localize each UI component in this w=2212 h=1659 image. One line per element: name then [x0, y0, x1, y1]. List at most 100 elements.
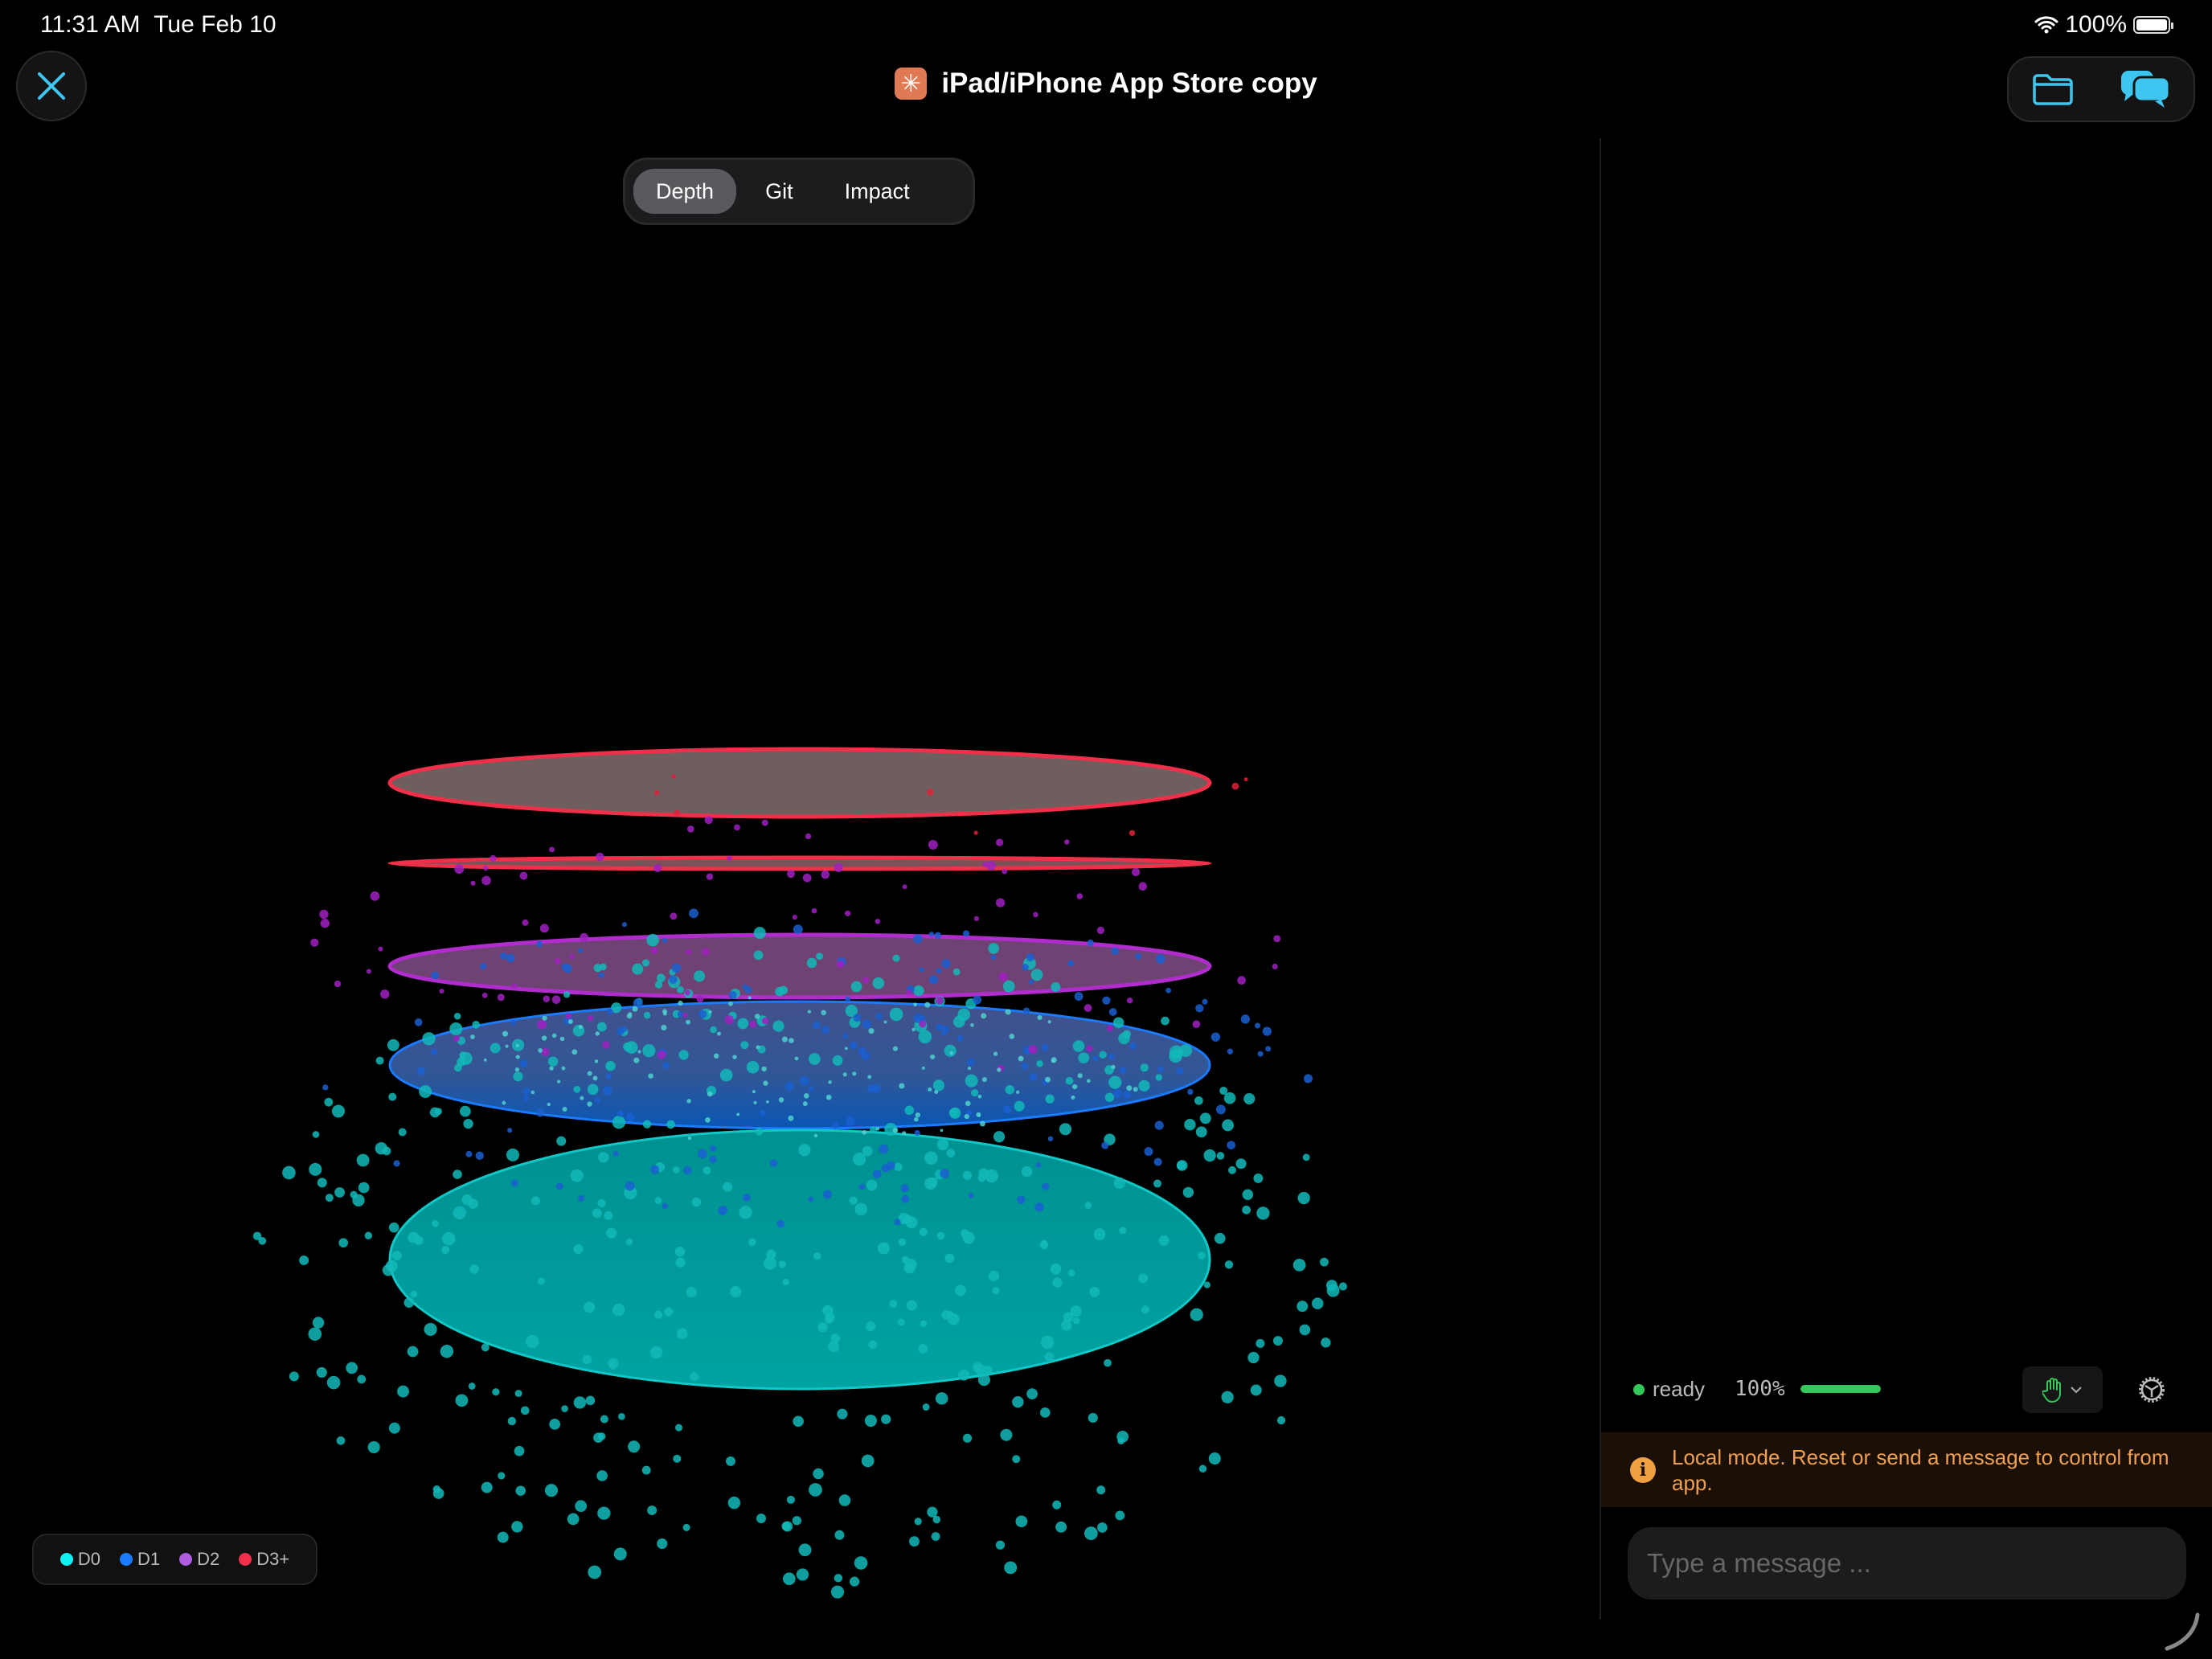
node-point[interactable] — [1064, 839, 1070, 845]
node-point[interactable] — [547, 1102, 551, 1107]
node-point[interactable] — [1115, 1510, 1125, 1521]
node-point[interactable] — [551, 995, 561, 1004]
node-point[interactable] — [903, 1262, 916, 1274]
node-point[interactable] — [393, 1160, 400, 1167]
node-point[interactable] — [580, 1096, 584, 1100]
node-point[interactable] — [786, 1495, 796, 1505]
node-point[interactable] — [792, 1516, 802, 1526]
node-point[interactable] — [800, 1075, 809, 1086]
node-point[interactable] — [319, 909, 329, 920]
node-point[interactable] — [918, 1344, 928, 1354]
node-point[interactable] — [1242, 1189, 1254, 1200]
node-point[interactable] — [838, 1494, 851, 1506]
node-point[interactable] — [626, 1112, 635, 1122]
node-point[interactable] — [1108, 1008, 1117, 1016]
node-point[interactable] — [582, 1354, 592, 1365]
node-point[interactable] — [1004, 1561, 1018, 1575]
node-point[interactable] — [1074, 992, 1083, 1002]
node-point[interactable] — [830, 1585, 845, 1599]
node-point[interactable] — [397, 1385, 410, 1398]
node-point[interactable] — [320, 919, 330, 928]
node-point[interactable] — [1237, 976, 1246, 985]
node-point[interactable] — [432, 1488, 444, 1499]
node-point[interactable] — [358, 1182, 370, 1194]
node-point[interactable] — [1089, 1286, 1100, 1297]
node-point[interactable] — [1141, 1305, 1150, 1314]
node-point[interactable] — [1155, 1074, 1162, 1081]
node-point[interactable] — [334, 980, 342, 988]
node-point[interactable] — [674, 1247, 686, 1257]
node-point[interactable] — [1302, 1153, 1310, 1161]
node-point[interactable] — [338, 1238, 349, 1248]
node-point[interactable] — [964, 1113, 969, 1120]
node-point[interactable] — [549, 1066, 554, 1071]
node-point[interactable] — [1262, 1026, 1272, 1036]
node-point[interactable] — [551, 1033, 557, 1038]
node-point[interactable] — [1224, 1260, 1234, 1269]
node-point[interactable] — [481, 993, 488, 998]
node-point[interactable] — [734, 824, 740, 831]
node-point[interactable] — [883, 1020, 887, 1024]
node-point[interactable] — [789, 1038, 794, 1043]
node-point[interactable] — [647, 1505, 657, 1516]
node-point[interactable] — [511, 983, 518, 989]
node-point[interactable] — [606, 1008, 613, 1015]
node-point[interactable] — [623, 1042, 633, 1051]
node-point[interactable] — [312, 1317, 325, 1329]
node-point[interactable] — [492, 1388, 500, 1396]
node-point[interactable] — [941, 959, 951, 969]
node-point[interactable] — [775, 986, 784, 997]
node-point[interactable] — [724, 1015, 734, 1025]
node-point[interactable] — [1240, 1014, 1251, 1024]
node-point[interactable] — [710, 1145, 717, 1152]
node-point[interactable] — [567, 1019, 573, 1025]
node-point[interactable] — [761, 819, 768, 826]
node-point[interactable] — [1039, 1407, 1051, 1418]
node-point[interactable] — [1072, 1083, 1078, 1090]
node-point[interactable] — [1138, 1273, 1149, 1284]
node-point[interactable] — [611, 1002, 622, 1014]
node-point[interactable] — [794, 1056, 799, 1061]
node-point[interactable] — [1235, 1158, 1247, 1169]
node-point[interactable] — [470, 1034, 475, 1039]
node-point[interactable] — [870, 1126, 877, 1134]
node-point[interactable] — [628, 1440, 641, 1453]
node-point[interactable] — [808, 1196, 814, 1202]
node-point[interactable] — [258, 1236, 267, 1245]
node-point[interactable] — [1119, 1067, 1127, 1074]
node-point[interactable] — [845, 1004, 858, 1018]
node-point[interactable] — [519, 871, 528, 880]
node-point[interactable] — [299, 1255, 309, 1265]
node-point[interactable] — [656, 973, 666, 983]
depth-layer-d3plus[interactable] — [387, 747, 1212, 819]
node-point[interactable] — [755, 1128, 764, 1136]
node-point[interactable] — [1016, 1090, 1020, 1094]
node-point[interactable] — [505, 1044, 509, 1048]
node-point[interactable] — [519, 1059, 528, 1068]
node-point[interactable] — [522, 919, 529, 926]
node-point[interactable] — [1161, 1016, 1169, 1026]
node-point[interactable] — [1099, 1051, 1107, 1059]
node-point[interactable] — [1045, 1076, 1051, 1083]
node-point[interactable] — [657, 1538, 668, 1550]
node-point[interactable] — [442, 1231, 456, 1246]
node-point[interactable] — [803, 1093, 809, 1099]
node-point[interactable] — [649, 1165, 659, 1174]
node-point[interactable] — [675, 1257, 686, 1268]
node-point[interactable] — [1104, 1092, 1115, 1103]
node-point[interactable] — [497, 993, 505, 1002]
node-point[interactable] — [834, 1530, 845, 1540]
node-point[interactable] — [1071, 1095, 1075, 1100]
node-point[interactable] — [977, 1374, 990, 1387]
node-point[interactable] — [1067, 1269, 1075, 1277]
node-point[interactable] — [1250, 1384, 1262, 1396]
node-point[interactable] — [499, 952, 507, 960]
node-point[interactable] — [556, 1136, 567, 1146]
node-point[interactable] — [1138, 882, 1148, 891]
node-point[interactable] — [968, 1067, 972, 1071]
node-point[interactable] — [956, 1034, 964, 1042]
node-point[interactable] — [1265, 1046, 1272, 1052]
node-point[interactable] — [913, 985, 924, 997]
node-point[interactable] — [502, 1030, 509, 1037]
node-point[interactable] — [1297, 1191, 1310, 1205]
